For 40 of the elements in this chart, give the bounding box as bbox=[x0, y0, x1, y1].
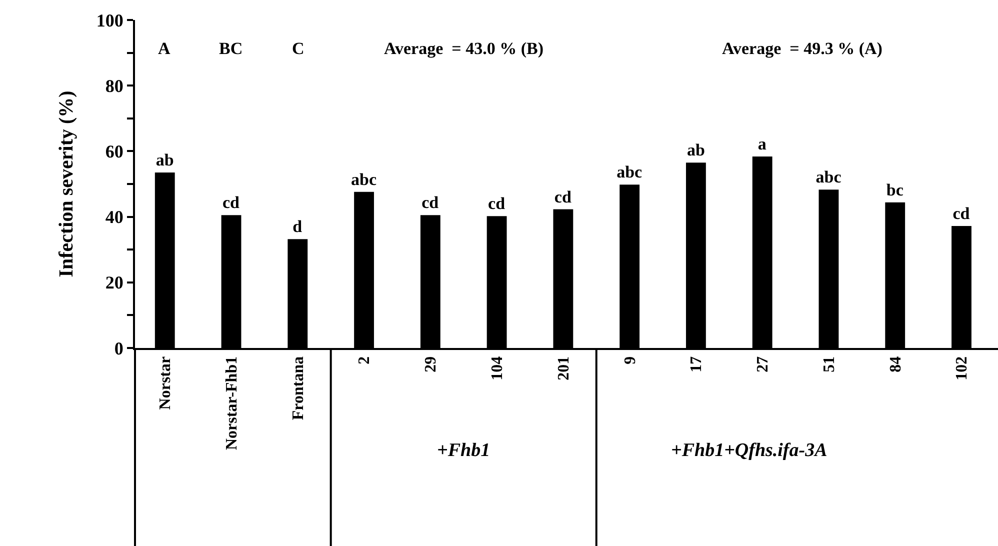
data-label: a bbox=[758, 134, 767, 154]
annotation: BC bbox=[219, 39, 243, 58]
data-label: cd bbox=[952, 204, 970, 223]
x-tick-label: 27 bbox=[754, 356, 772, 372]
data-label: abc bbox=[351, 170, 377, 189]
text: +Fhb1+Qfhs.ifa-3A bbox=[671, 440, 828, 461]
y-tick-label: 60 bbox=[105, 142, 124, 162]
x-tick-label: Frontana bbox=[290, 356, 307, 420]
data-label: cd bbox=[422, 193, 440, 212]
x-tick-label: 51 bbox=[820, 356, 838, 372]
x-tick-label: Norstar bbox=[157, 356, 174, 410]
data-label: ab bbox=[686, 140, 705, 160]
x-tick-label: 201 bbox=[555, 356, 572, 380]
data-label: abc bbox=[616, 162, 643, 182]
data-label: d bbox=[292, 217, 303, 236]
annotation: A bbox=[158, 39, 171, 58]
annotation: C bbox=[292, 39, 304, 58]
x-tick-label: 84 bbox=[887, 356, 904, 372]
text: +Fhb1 bbox=[437, 440, 490, 461]
data-label: ab bbox=[156, 150, 174, 170]
data-label: cd bbox=[554, 187, 572, 206]
annotation: Average = 43.0 % (B) bbox=[384, 39, 544, 58]
data-label: abc bbox=[816, 168, 842, 187]
x-tick-label: 104 bbox=[489, 356, 506, 380]
data-label: cd bbox=[222, 193, 240, 212]
x-tick-label: Norstar-Fhb1 bbox=[223, 356, 240, 450]
x-tick-label: 17 bbox=[688, 356, 706, 372]
annotation: Average = 49.3 % (A) bbox=[722, 39, 882, 58]
y-tick-label: 40 bbox=[105, 207, 124, 228]
x-tick-label: 29 bbox=[422, 356, 440, 372]
data-label: cd bbox=[488, 194, 506, 214]
y-tick-label: 80 bbox=[105, 76, 124, 96]
x-tick-label: 9 bbox=[622, 356, 639, 364]
x-tick-label: 2 bbox=[356, 356, 374, 364]
x-tick-label: 102 bbox=[954, 356, 971, 380]
y-axis-title: Infection severity (%) bbox=[55, 90, 78, 278]
y-tick-label: 20 bbox=[105, 272, 124, 293]
y-tick-label: 0 bbox=[114, 338, 124, 358]
y-tick-label: 100 bbox=[96, 10, 124, 30]
data-label: bc bbox=[886, 180, 904, 200]
